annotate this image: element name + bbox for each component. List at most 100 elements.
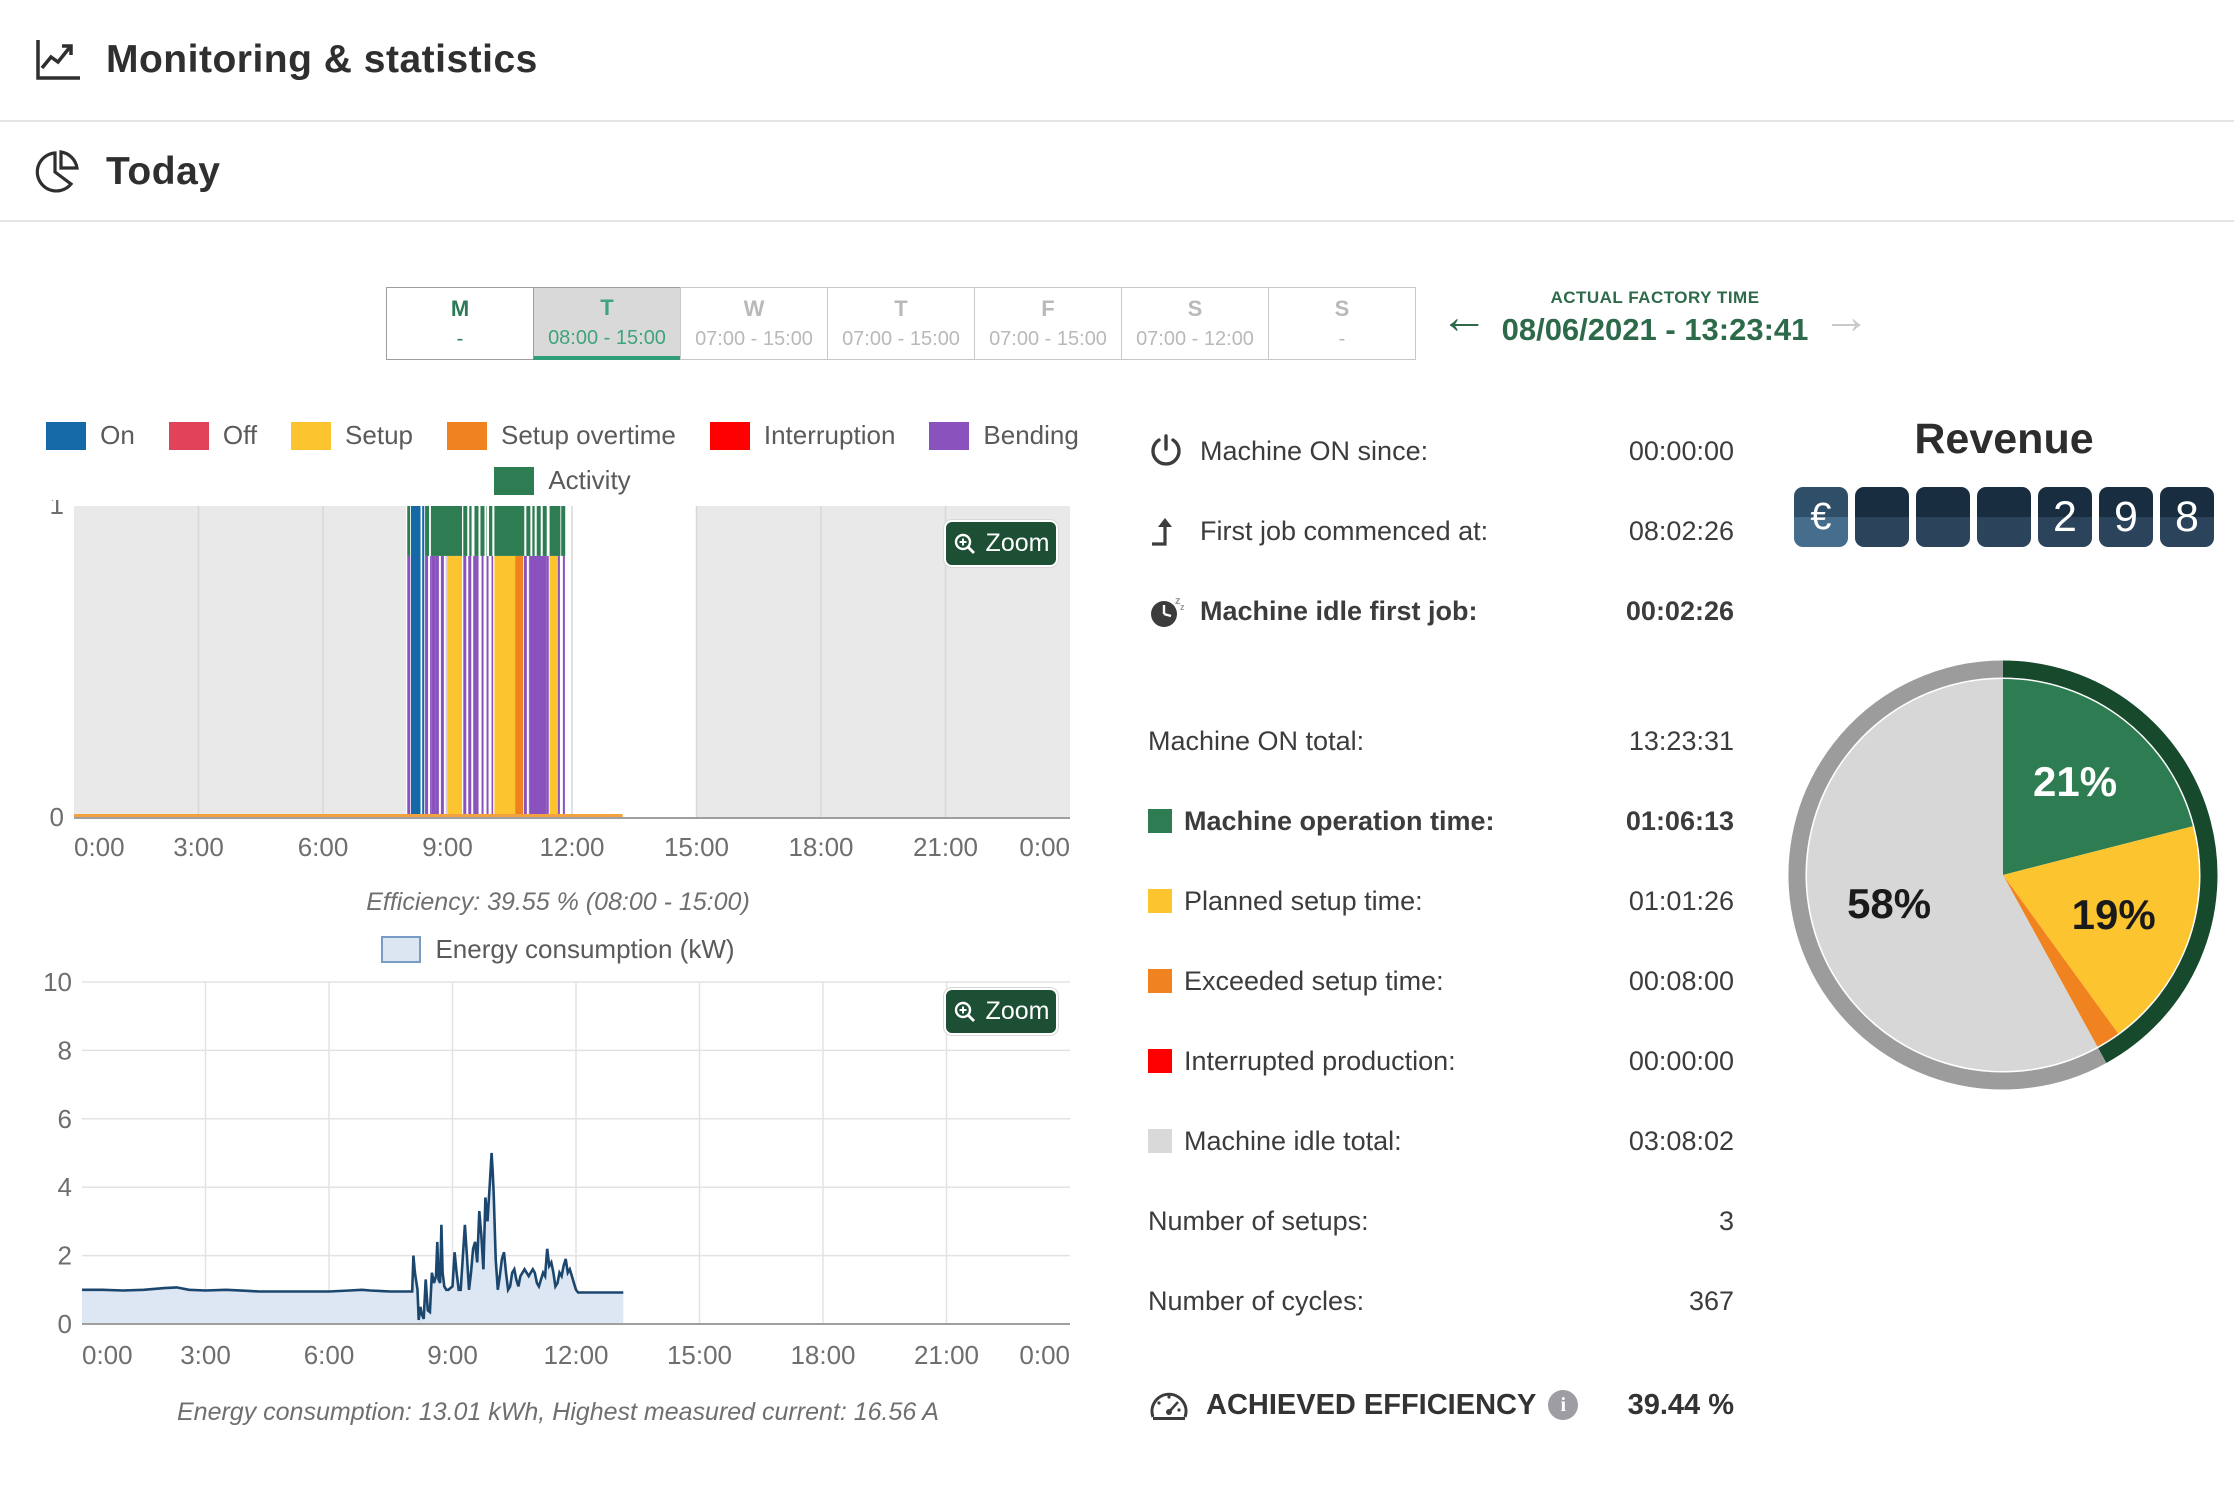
revenue-hidden-digit-tile xyxy=(1977,487,2031,547)
stat-label: First job commenced at: xyxy=(1200,515,1489,546)
energy-legend-label: Energy consumption (kW) xyxy=(435,934,735,964)
achieved-efficiency-value: 39.44 % xyxy=(1627,1388,1734,1421)
power-icon xyxy=(1148,433,1200,469)
magnifier-plus-icon xyxy=(954,533,975,554)
day-tab-t-3[interactable]: T 07:00 - 15:00 xyxy=(827,287,975,360)
line-chart-icon xyxy=(32,36,84,84)
day-tab-t-1[interactable]: T 08:00 - 15:00 xyxy=(533,287,681,360)
stat-value: 00:00:00 xyxy=(1628,435,1734,466)
day-tab-s-6[interactable]: S- xyxy=(1268,287,1416,360)
day-tab-bar: M - T 08:00 - 15:00 W 07:00 - 15:00 T 07:00 - 1… xyxy=(386,287,1416,360)
day-tab-hours: 07:00 - 15:00 xyxy=(842,328,960,350)
legend-swatch xyxy=(709,421,750,450)
day-tab-label: S xyxy=(1334,296,1350,321)
stat-row-machine-on-total: Machine ON total: 13:23:31 xyxy=(1148,718,1734,764)
stat-color-swatch xyxy=(1148,1129,1172,1153)
stat-row-machine-idle-first-job: z z Machine idle first job: 00:02:26 xyxy=(1148,588,1734,634)
legend-item-setup-overtime: Setup overtime xyxy=(447,420,676,451)
zoom-button-label: Zoom xyxy=(985,529,1050,557)
revenue-hidden-digit-tile xyxy=(1855,487,1909,547)
section-header: Today xyxy=(0,124,2234,222)
stat-value: 08:02:26 xyxy=(1628,515,1734,546)
revenue-digit-tile: 9 xyxy=(2099,487,2153,547)
day-tab-hours: - xyxy=(1338,328,1346,350)
legend-swatch xyxy=(447,421,487,450)
stat-label: Interrupted production: xyxy=(1184,1045,1456,1076)
energy-caption: Energy consumption: 13.01 kWh, Highest m… xyxy=(177,1398,939,1426)
info-icon[interactable]: i xyxy=(1548,1390,1579,1420)
svg-text:21:00: 21:00 xyxy=(914,1340,979,1370)
legend-label: On xyxy=(100,420,135,450)
stat-label: Machine idle total: xyxy=(1184,1125,1402,1156)
energy-chart-zoom-button[interactable]: Zoom xyxy=(944,988,1058,1035)
stat-label: Machine idle first job: xyxy=(1200,595,1478,626)
achieved-efficiency-row: ACHIEVED EFFICIENCY i 39.44 % xyxy=(1148,1385,1734,1425)
svg-text:9:00: 9:00 xyxy=(427,1340,478,1370)
stat-value: 00:00:00 xyxy=(1628,1045,1734,1076)
stat-label: Machine ON since: xyxy=(1200,435,1429,466)
revenue-hidden-digit-tile xyxy=(1916,487,1970,547)
revenue-digit-tile: 2 xyxy=(2038,487,2092,547)
revenue-title: Revenue xyxy=(1914,415,2094,463)
stat-label: Machine operation time: xyxy=(1184,805,1495,836)
svg-text:6:00: 6:00 xyxy=(304,1340,355,1370)
stat-value: 367 xyxy=(1688,1285,1734,1316)
legend-swatch xyxy=(291,421,332,450)
day-tab-hours: 07:00 - 15:00 xyxy=(989,328,1107,350)
legend-item-activity: Activity xyxy=(494,465,631,496)
pie-slice-label: 58% xyxy=(1847,880,1931,927)
svg-text:3:00: 3:00 xyxy=(180,1340,231,1370)
pie-slice-label: 21% xyxy=(2033,758,2117,805)
factory-time-caption: ACTUAL FACTORY TIME xyxy=(1550,288,1760,307)
magnifier-plus-icon xyxy=(954,1001,975,1022)
pie-slice-label: 19% xyxy=(2072,891,2156,938)
svg-text:9:00: 9:00 xyxy=(422,832,473,862)
stat-row-machine-operation-time: Machine operation time: 01:06:13 xyxy=(1148,798,1734,844)
revenue-digit-tile: 8 xyxy=(2160,487,2214,547)
previous-day-arrow[interactable]: ← xyxy=(1440,291,1488,344)
legend-swatch xyxy=(494,466,535,495)
day-tab-label: M xyxy=(450,296,470,321)
next-day-arrow[interactable]: → xyxy=(1822,291,1870,344)
legend-label: Activity xyxy=(548,465,631,495)
stat-row-planned-setup-time: Planned setup time: 01:01:26 xyxy=(1148,878,1734,924)
day-tab-label: S xyxy=(1187,296,1203,321)
stat-row-first-job-commenced-at: First job commenced at: 08:02:26 xyxy=(1148,508,1734,554)
day-tab-hours: 07:00 - 15:00 xyxy=(695,328,813,350)
app-header: Monitoring & statistics xyxy=(0,0,2234,122)
svg-text:6:00: 6:00 xyxy=(298,832,349,862)
legend-swatch xyxy=(929,421,970,450)
svg-text:0:00: 0:00 xyxy=(1019,832,1070,862)
stat-value: 01:01:26 xyxy=(1628,885,1734,916)
svg-text:0: 0 xyxy=(50,802,64,832)
day-tab-w-2[interactable]: W 07:00 - 15:00 xyxy=(680,287,828,360)
legend-swatch xyxy=(46,421,87,450)
day-tab-hours: 07:00 - 12:00 xyxy=(1136,328,1254,350)
day-tab-s-5[interactable]: S 07:00 - 12:00 xyxy=(1121,287,1269,360)
svg-text:0:00: 0:00 xyxy=(1019,1340,1070,1370)
day-tab-f-4[interactable]: F 07:00 - 15:00 xyxy=(974,287,1122,360)
svg-text:6: 6 xyxy=(58,1104,72,1134)
day-tab-m-0[interactable]: M- xyxy=(386,287,534,360)
legend-label: Off xyxy=(222,420,258,450)
stat-label: Exceeded setup time: xyxy=(1184,965,1444,996)
energy-consumption-chart: 0 2 4 6 8 10 0:00 3:00 6:00 9:00 12:00 15:00 18:00 21… xyxy=(43,972,1070,1370)
legend-label: Setup overtime xyxy=(501,420,676,450)
svg-text:12:00: 12:00 xyxy=(543,1340,608,1370)
legend-item-bending: Bending xyxy=(929,420,1079,451)
first-job-icon xyxy=(1148,513,1200,549)
svg-text:2: 2 xyxy=(58,1241,72,1271)
day-tab-label: T xyxy=(894,296,908,321)
revenue-counter: €2 9 8 xyxy=(1790,487,2218,547)
stat-label: Number of cycles: xyxy=(1148,1285,1365,1316)
stat-row-number-of-cycles: Number of cycles: 367 xyxy=(1148,1278,1734,1324)
efficiency-caption: Efficiency: 39.55 % (08:00 - 15:00) xyxy=(366,888,750,916)
page-title: Monitoring & statistics xyxy=(106,38,538,81)
stat-row-interrupted-production: Interrupted production: 00:00:00 xyxy=(1148,1038,1734,1084)
legend-label: Bending xyxy=(983,420,1079,450)
energy-legend-swatch xyxy=(381,936,422,963)
day-tab-label: W xyxy=(743,296,765,321)
state-chart-zoom-button[interactable]: Zoom xyxy=(944,520,1058,567)
stat-color-swatch xyxy=(1148,809,1172,833)
svg-text:8: 8 xyxy=(58,1035,72,1065)
